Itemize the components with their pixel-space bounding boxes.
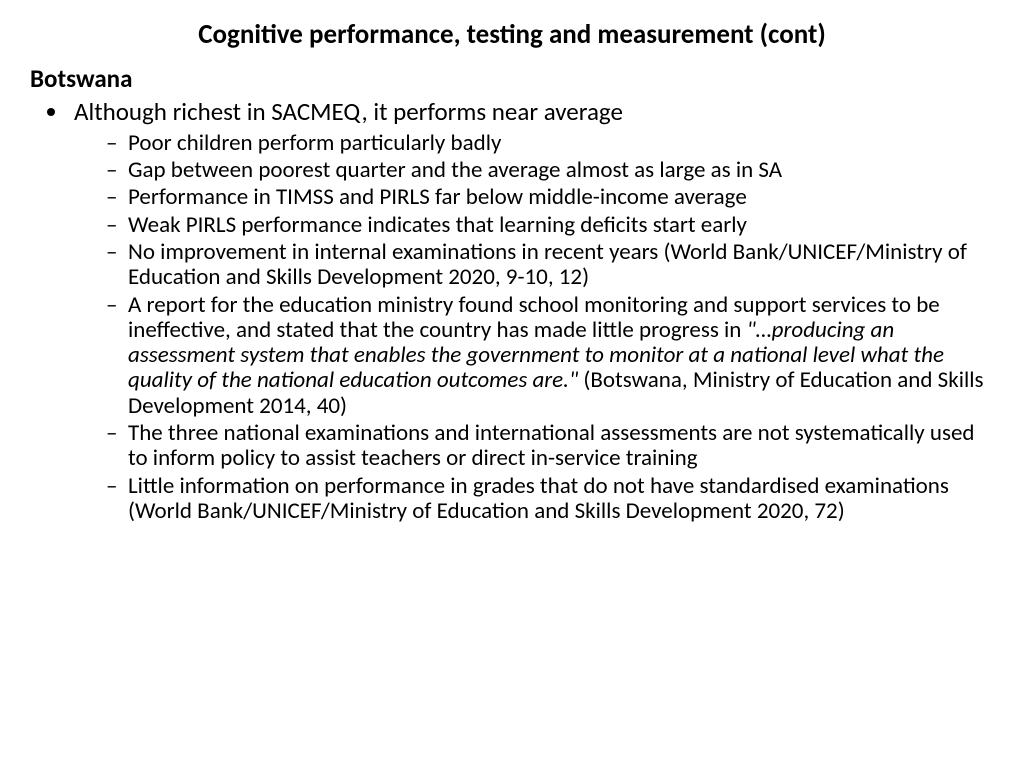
main-list: Although richest in SACMEQ, it performs … <box>30 98 994 524</box>
slide-title: Cognitive performance, testing and measu… <box>30 18 994 51</box>
sub-bullet-text: Poor children perform particularly badly <box>128 129 501 157</box>
sub-bullet-text: Gap between poorest quarter and the aver… <box>128 156 782 184</box>
sub-bullet-text: The three national examinations and inte… <box>128 419 974 472</box>
sub-bullet: A report for the education ministry foun… <box>106 293 994 419</box>
sub-bullet: Little information on performance in gra… <box>106 474 994 525</box>
sub-bullet: No improvement in internal examinations … <box>106 240 994 291</box>
main-bullet-text: Although richest in SACMEQ, it performs … <box>74 96 623 127</box>
sub-bullet-text: Performance in TIMSS and PIRLS far below… <box>128 183 747 211</box>
sub-bullet-text: Weak PIRLS performance indicates that le… <box>128 211 747 239</box>
sub-bullet-text: Little information on performance in gra… <box>128 472 949 525</box>
sub-bullet: Poor children perform particularly badly <box>106 131 994 156</box>
sub-bullet: The three national examinations and inte… <box>106 421 994 472</box>
sub-bullet: Gap between poorest quarter and the aver… <box>106 158 994 183</box>
sub-list: Poor children perform particularly badly… <box>74 131 994 524</box>
main-bullet: Although richest in SACMEQ, it performs … <box>70 98 994 524</box>
sub-bullet-text: No improvement in internal examinations … <box>128 238 967 291</box>
sub-bullet: Weak PIRLS performance indicates that le… <box>106 213 994 238</box>
section-subheading: Botswana <box>30 63 994 94</box>
sub-bullet: Performance in TIMSS and PIRLS far below… <box>106 185 994 210</box>
